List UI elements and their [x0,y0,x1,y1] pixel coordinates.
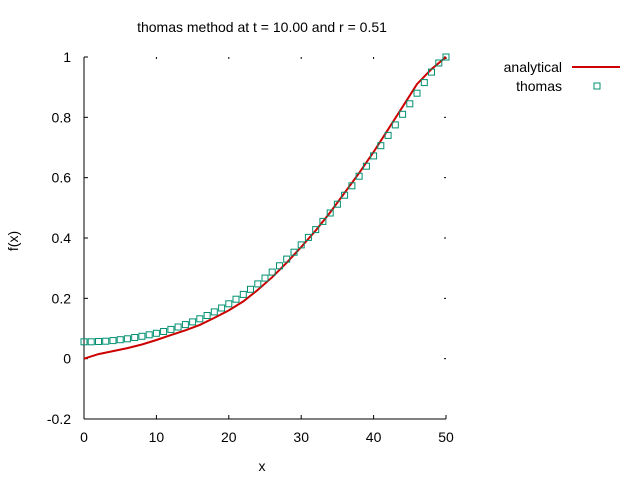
y-tick-label: -0.2 [47,411,71,427]
thomas-point [362,162,370,170]
thomas-point [312,226,320,234]
thomas-point [261,274,269,282]
thomas-point [276,262,283,270]
y-tick-label: 0.8 [52,109,72,125]
y-tick-label: 0.4 [52,230,72,246]
thomas-point [304,233,312,241]
x-tick-label: 10 [149,429,165,445]
thomas-point [116,336,124,344]
thomas-point [196,315,204,323]
thomas-point [442,53,450,61]
x-tick-label: 0 [80,429,88,445]
y-tick-label: 0.2 [52,290,72,306]
thomas-point [203,312,211,319]
thomas-point [326,209,334,217]
thomas-point [406,100,414,108]
thomas-point [370,152,378,160]
legend-label-analytical: analytical [504,59,562,75]
thomas-point [341,191,349,199]
thomas-point [420,79,428,87]
y-tick-label: 1 [63,49,71,65]
thomas-point [254,280,262,288]
chart-title: thomas method at t = 10.00 and r = 0.51 [137,19,387,35]
thomas-point [80,338,88,346]
x-tick-label: 40 [366,429,382,445]
x-tick-label: 50 [438,429,454,445]
thomas-point [87,338,95,346]
thomas-point [333,200,341,208]
thomas-point [413,89,421,97]
thomas-point [435,59,443,67]
thomas-point [355,172,363,180]
legend-swatch-thomas [593,82,601,90]
thomas-point [290,248,298,256]
x-axis-label: x [259,458,266,474]
thomas-point [189,318,197,326]
thomas-point [138,332,146,340]
thomas-point [239,290,247,298]
series-analytical [83,56,447,360]
legend: analytical thomas [504,59,620,94]
thomas-point [95,338,102,345]
thomas-point [384,131,392,139]
x-tick-label: 30 [293,429,309,445]
y-axis-label: f(x) [5,231,21,251]
thomas-point [428,68,435,76]
thomas-point [123,335,131,343]
x-tick-label: 20 [221,429,237,445]
axes: 0 10 20 30 40 50 -0.2 0 0.2 0.4 0.6 0.8 1 [47,49,454,445]
thomas-point [152,329,160,337]
thomas-point [109,337,117,345]
thomas-point [160,328,168,335]
y-tick-label: 0 [63,351,71,367]
thomas-point [319,217,327,225]
thomas-point [174,323,182,331]
thomas-point [145,331,153,339]
thomas-point [218,304,226,312]
thomas-point [181,321,189,329]
thomas-point [131,334,139,341]
thomas-point [348,182,356,190]
thomas-point [391,121,399,129]
thomas-point [297,241,305,249]
thomas-point [247,285,254,293]
legend-label-thomas: thomas [516,78,562,94]
thomas-point [268,268,276,276]
thomas-point [377,142,385,150]
thomas-point [210,308,218,316]
thomas-point [102,337,110,345]
series-thomas [80,53,450,346]
y-tick-label: 0.6 [52,170,72,186]
thomas-point [399,110,407,118]
thomas-point [283,255,291,263]
thomas-point [225,300,233,308]
thomas-point [232,295,240,303]
thomas-point [167,325,175,333]
analytical-line [83,56,447,360]
